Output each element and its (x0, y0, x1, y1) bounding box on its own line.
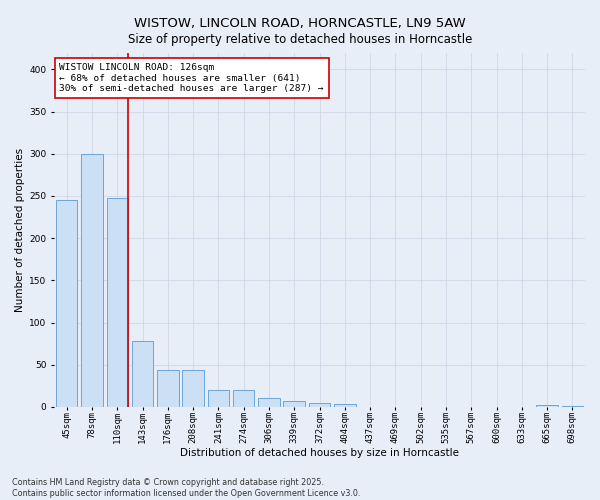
Y-axis label: Number of detached properties: Number of detached properties (15, 148, 25, 312)
Text: Contains HM Land Registry data © Crown copyright and database right 2025.
Contai: Contains HM Land Registry data © Crown c… (12, 478, 361, 498)
Bar (81, 154, 103, 407)
Bar (157, 370, 179, 407)
Text: WISTOW, LINCOLN ROAD, HORNCASTLE, LN9 5AW: WISTOW, LINCOLN ROAD, HORNCASTLE, LN9 5A… (134, 18, 466, 30)
Bar (309, 402, 330, 407)
Bar (334, 404, 356, 407)
Bar (182, 370, 204, 407)
Bar (283, 401, 305, 407)
Bar (132, 341, 153, 407)
Bar (56, 200, 77, 407)
X-axis label: Distribution of detached houses by size in Horncastle: Distribution of detached houses by size … (180, 448, 459, 458)
Bar (208, 390, 229, 407)
Bar (233, 390, 254, 407)
Bar (258, 398, 280, 407)
Bar (562, 406, 583, 407)
Bar (536, 405, 558, 407)
Bar (107, 198, 128, 407)
Text: WISTOW LINCOLN ROAD: 126sqm
← 68% of detached houses are smaller (641)
30% of se: WISTOW LINCOLN ROAD: 126sqm ← 68% of det… (59, 63, 324, 93)
Text: Size of property relative to detached houses in Horncastle: Size of property relative to detached ho… (128, 32, 472, 46)
